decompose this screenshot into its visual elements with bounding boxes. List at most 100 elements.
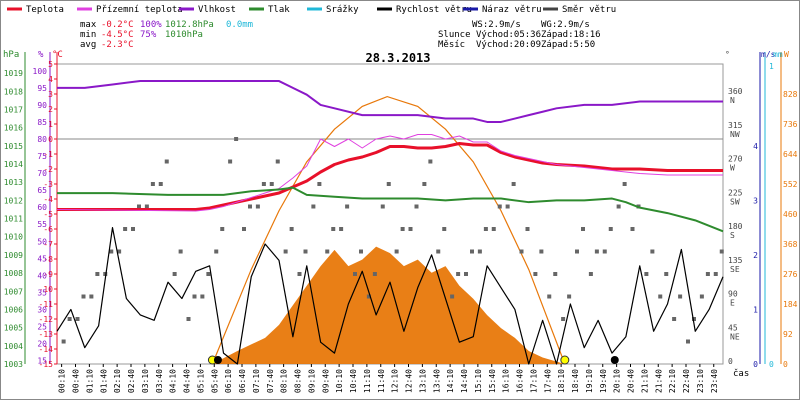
wind-dir-mark (345, 204, 350, 209)
x-tick-label: 16:40 (516, 369, 525, 393)
stat-max-rain: 0.0mm (226, 20, 253, 30)
x-tick-label: 11:10 (363, 369, 372, 393)
moon-marker (610, 356, 619, 364)
wind-dir-mark (269, 182, 274, 186)
legend-label: Tlak (268, 5, 290, 15)
wind-dir-mark (561, 317, 566, 321)
wind-dir-mark (400, 227, 405, 231)
x-tick-label: 18:10 (557, 369, 566, 393)
sun-marker (560, 355, 570, 365)
wind-dir-mark (699, 294, 704, 299)
legend-label: Směr větru (562, 5, 616, 15)
series-line (57, 80, 723, 123)
wind-dir-mark (539, 249, 544, 254)
x-tick-label: 07:40 (266, 369, 275, 393)
wind-dir-mark (456, 272, 461, 276)
wind-dir-mark (297, 272, 302, 276)
wind-dir-mark (137, 204, 141, 209)
wind-dir-mark (567, 294, 572, 299)
x-tick-label: 07:10 (252, 369, 261, 393)
wind-dir-mark (644, 272, 649, 276)
legend-label: Teplota (26, 5, 64, 15)
mm-tick-label: 0 (769, 360, 774, 369)
x-tick-label: 08:40 (294, 369, 303, 393)
wind-dir-mark (719, 249, 724, 254)
wind-dir-mark (408, 227, 413, 231)
wind-dir-mark (622, 182, 627, 186)
wind-dir-mark (242, 227, 246, 231)
wind-dir-mark (61, 339, 66, 344)
wind-dir-mark (67, 317, 72, 321)
x-tick-label: 19:40 (599, 369, 608, 393)
wind-dir-mark (672, 317, 677, 321)
wind-dir-mark (525, 227, 530, 231)
wind-dir-mark (103, 272, 108, 276)
wind-dir-mark (594, 249, 599, 254)
hpa-tick-label: 1017 (4, 105, 23, 114)
mm-tick-label: 1 (769, 62, 774, 71)
x-tick-label: 12:10 (391, 369, 400, 393)
temp-tick-label: -6 (43, 225, 53, 234)
dir-tick-label: 135 (728, 256, 743, 265)
moon-marker (213, 356, 222, 364)
x-tick-label: 01:10 (85, 369, 94, 393)
x-tick-label: 05:40 (210, 369, 219, 393)
wind-dir-mark (283, 249, 288, 254)
hpa-tick-label: 1009 (4, 251, 23, 260)
hpa-tick-label: 1005 (4, 324, 23, 333)
x-tick-label: 01:40 (99, 369, 108, 393)
x-tick-label: 19:10 (585, 369, 594, 393)
wind-dir-mark (372, 272, 377, 276)
pct-tick-label: 40 (37, 271, 47, 280)
x-tick-label: 10:40 (349, 369, 358, 393)
wind-dir-mark (164, 159, 169, 164)
temp-tick-label: -10 (39, 285, 54, 294)
stat-avg-label: avg (80, 40, 96, 50)
temp-tick-label: -5 (43, 210, 53, 219)
chart-title: 28.3.2013 (365, 51, 430, 65)
stat-max-label: max (80, 20, 97, 30)
dir-name-label: E (730, 299, 735, 308)
ms-axis-label: m/s (761, 50, 776, 59)
info-sun-label: Slunce (438, 30, 471, 40)
x-tick-label: 04:10 (169, 369, 178, 393)
wind-dir-mark (386, 182, 391, 186)
wind-dir-mark (705, 272, 710, 276)
wind-dir-mark (553, 272, 558, 276)
pct-tick-label: 85 (37, 118, 47, 127)
info-wg: WG:2.9m/s (541, 20, 590, 30)
plot-area (56, 80, 724, 365)
temp-tick-label: -4 (43, 195, 53, 204)
series-line (57, 186, 724, 233)
dir-tick-label: 180 (728, 222, 743, 231)
wind-dir-mark (547, 294, 552, 299)
pct-tick-label: 60 (37, 203, 47, 212)
wind-dir-mark (630, 227, 635, 231)
legend-label: Přízemní teplota (96, 5, 183, 15)
temp-tick-label: -14 (39, 345, 54, 354)
x-tick-label: 21:40 (654, 369, 663, 393)
pct-tick-label: 65 (37, 186, 47, 195)
dir-axis-label: ° (725, 50, 730, 59)
x-tick-label: 09:10 (307, 369, 316, 393)
temp-tick-label: 2 (48, 105, 53, 114)
pct-tick-label: 15 (37, 357, 47, 366)
pct-axis-label: % (38, 50, 44, 60)
wind-dir-mark (109, 249, 114, 254)
x-tick-label: 18:40 (571, 369, 580, 393)
wind-dir-mark (317, 182, 322, 186)
wind-dir-mark (261, 182, 266, 186)
x-tick-label: 06:40 (238, 369, 247, 393)
dir-name-label: S (730, 231, 735, 240)
temp-tick-label: -11 (39, 300, 54, 309)
wind-dir-mark (150, 182, 155, 186)
wind-dir-mark (650, 249, 655, 254)
wind-dir-mark (339, 227, 344, 231)
x-tick-label: 06:10 (224, 369, 233, 393)
x-tick-label: 11:40 (377, 369, 386, 393)
x-tick-label: 17:40 (543, 369, 552, 393)
wind-dir-mark (581, 227, 585, 231)
legend: Teplota Přízemní teplota Vlhkost Tlak Srážky… (7, 5, 616, 15)
wind-dir-mark (602, 249, 607, 254)
x-tick-label: 16:10 (502, 369, 511, 393)
